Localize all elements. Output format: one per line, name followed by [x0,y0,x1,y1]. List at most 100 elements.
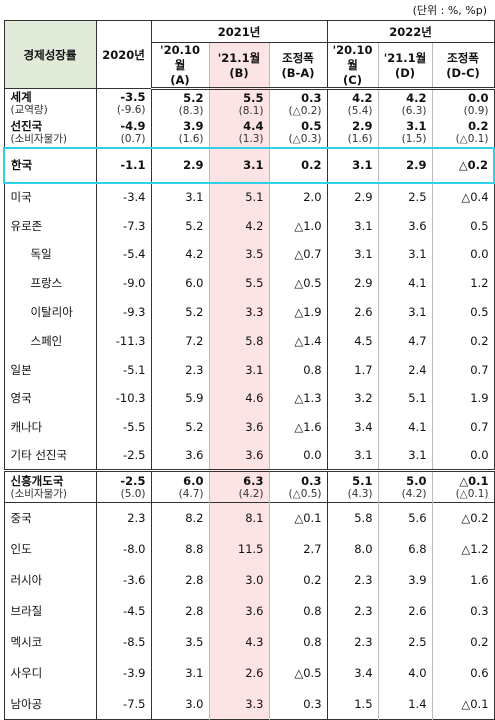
value-cell: 2.8 [150,595,209,627]
value: 4.2 [352,90,373,105]
value-cell: △0.5 [268,657,328,689]
column-header: 조정폭 (D-C) [431,42,495,90]
value: -2.5 [120,473,146,488]
table-row: 선진국 (소비자물가) -4.9 (0.7) 3.9 (1.6) 4.4 (1.3) 0.5 (△… [4,117,495,148]
column-code: (C) [343,73,362,87]
value: 3.0 [185,696,204,711]
column-header: '21.1월 (B) [208,42,269,90]
value: 5.6 [408,511,427,526]
value: 0.8 [303,603,322,618]
value-cell: 0.2 [431,326,495,356]
value: 5.2 [183,90,204,105]
value: -9.3 [123,305,146,320]
value: 2.7 [303,541,322,556]
value: 7.2 [185,333,204,348]
sub-value: (4.7) [178,487,204,500]
value: 2.5 [408,190,427,205]
value: △0.5 [294,665,322,680]
value: 6.0 [183,473,204,488]
value-cell: 8.8 [150,533,209,565]
value-cell: 3.4 [326,657,379,689]
value: 4.2 [406,90,427,105]
table-row: 세계 (교역량) -3.5 (-9.6) 5.2 (8.3) 5.5 (8.1) 0.3 (△0.… [4,88,495,118]
sub-value: (0.7) [120,133,146,145]
value-cell: 3.6 [208,441,269,471]
sub-value: (8.3) [178,104,204,117]
value-cell: 3.5 [150,626,209,658]
value-cell: 3.0 [150,688,209,720]
table-row: 일본 -5.1 2.3 3.1 0.8 1.7 2.4 0.7 [4,355,495,385]
value-cell: 5.1 [377,384,433,413]
value-cell: 0.2 (△0.1) [431,117,495,148]
value: △0.1 [459,473,489,488]
table-header: 경제성장률 2020년 2021년 2022년 '20.10월 (A) '21.1월… [4,20,495,90]
table-row: 사우디 -3.9 3.1 2.6 △0.5 3.4 4.0 0.6 [4,657,495,689]
value-cell: 2.4 [377,355,433,385]
value-cell: 3.9 (1.6) [150,117,209,148]
value: 3.6 [245,448,264,463]
column-header: 조정폭 (B-A) [268,42,328,90]
value-cell: -10.3 [95,384,151,413]
value: 11.5 [237,541,264,556]
value-cell: 3.6 [208,412,269,442]
value-cell: 5.9 [150,384,209,413]
value: 3.1 [354,247,373,262]
value: 0.5 [470,305,489,320]
value: -5.5 [123,420,146,435]
value: 5.5 [243,90,264,105]
value: 5.1 [352,473,373,488]
column-date: '20.10월 [160,43,200,72]
value-cell: 1.2 [431,268,495,298]
header-row: 경제성장률 2020년 2021년 2022년 [4,20,495,89]
value-cell: △1.2 [431,533,495,565]
value: 3.1 [408,305,427,320]
value-cell: 2.9 [326,268,379,298]
sub-value: (1.6) [347,133,373,145]
value: △1.6 [294,420,322,435]
column-date: '21.1월 [383,51,427,65]
value: 2.9 [354,276,373,291]
value: 0.0 [470,247,489,262]
value: 5.2 [185,305,204,320]
value-cell: 0.8 [268,355,328,385]
row-label: 세계 [10,90,32,105]
value-cell: 0.8 [268,595,328,627]
value: -11.3 [115,333,146,348]
value: 3.1 [354,218,373,233]
value-cell: -2.5 [95,441,151,471]
value: 1.6 [470,572,489,587]
value-cell: 5.8 [326,501,379,534]
value: 2.6 [245,665,264,680]
column-date: '20.10월 [332,43,373,72]
value-cell: 3.5 [208,240,269,269]
row-sublabel: (소비자물가) [10,487,68,500]
value: 3.1 [354,448,373,463]
value-cell: 2.9 [377,146,433,184]
row-label: 일본 [10,362,32,377]
value: 5.1 [408,391,427,406]
value-cell: 3.9 [377,564,433,596]
row-label-cell: 사우디 [4,657,96,688]
value-cell: 3.1 [326,240,379,269]
value-cell: △0.2 [431,501,495,534]
value: 8.8 [185,541,204,556]
row-label: 브라질 [10,603,43,618]
value-cell: -8.0 [95,533,151,565]
value: 2.9 [352,119,373,133]
value-cell: 0.5 (△0.3) [268,117,328,148]
value-cell: 6.8 [377,533,433,565]
value-cell: 3.1 [150,657,209,689]
value-cell: 0.2 [431,626,495,658]
row-label-cell: 독일 [4,240,96,269]
row-label: 인도 [10,541,32,556]
value-cell: △0.1 [431,688,495,720]
value-cell: -3.9 [95,657,151,689]
value: 3.4 [354,420,373,435]
value-cell: 0.2 [268,146,328,184]
value-cell: 5.5 [208,268,269,298]
value-cell: 3.1 [326,441,379,471]
value: 5.8 [354,511,373,526]
value-cell: △0.2 [431,146,495,184]
value: 2.9 [354,190,373,205]
